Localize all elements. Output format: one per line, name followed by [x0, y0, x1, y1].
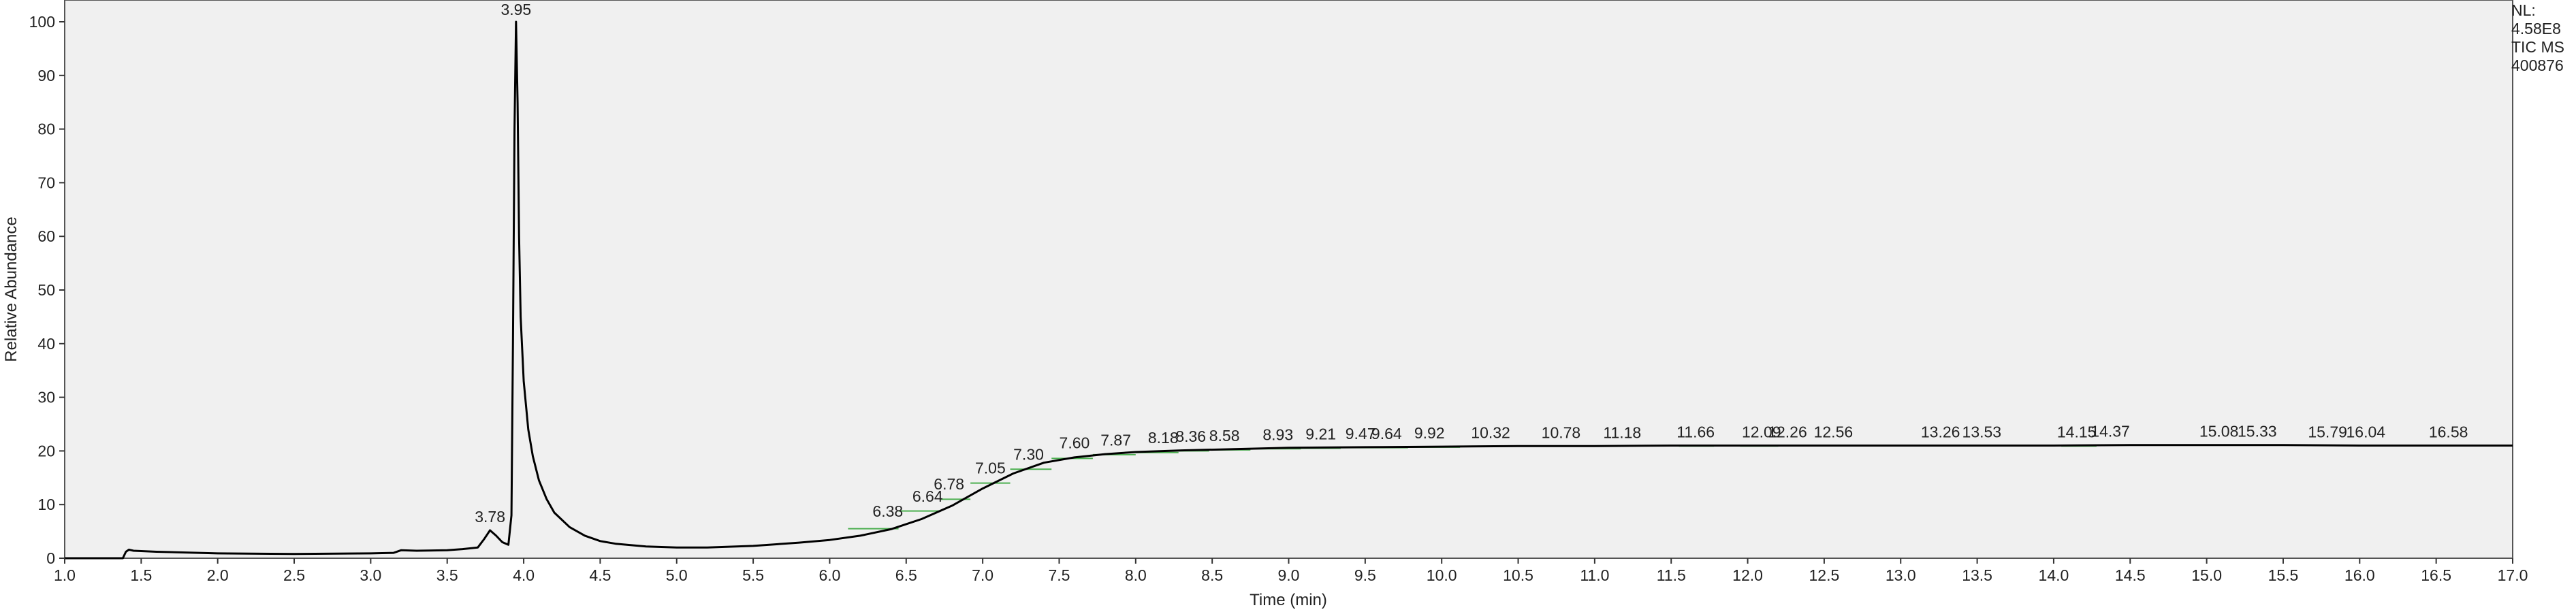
peak-label: 7.87: [1100, 431, 1131, 449]
y-tick-label: 50: [37, 281, 55, 299]
peak-label: 14.37: [2090, 423, 2130, 440]
peak-label: 16.04: [2347, 423, 2386, 441]
peak-label: 16.58: [2429, 423, 2468, 441]
peak-label: 6.64: [912, 487, 943, 505]
x-tick-label: 3.0: [360, 566, 381, 584]
peak-label: 7.60: [1060, 434, 1090, 451]
peak-label: 12.56: [1814, 423, 1854, 441]
peak-label: 8.93: [1262, 425, 1293, 443]
x-tick-label: 5.5: [742, 566, 764, 584]
x-axis-title: Time (min): [1250, 591, 1327, 609]
peak-label: 9.21: [1305, 425, 1336, 443]
x-tick-label: 6.5: [895, 566, 917, 584]
x-tick-label: 8.0: [1125, 566, 1147, 584]
peak-label: 8.58: [1209, 427, 1240, 445]
y-tick-label: 10: [37, 496, 55, 513]
x-tick-label: 14.0: [2039, 566, 2069, 584]
x-tick-label: 10.0: [1427, 566, 1457, 584]
file-id: 400876: [2511, 57, 2564, 74]
x-tick-label: 9.5: [1354, 566, 1376, 584]
x-tick-label: 5.0: [666, 566, 688, 584]
peak-label: 8.18: [1148, 429, 1179, 447]
x-tick-label: 6.0: [818, 566, 840, 584]
peak-label: 12.09: [1742, 423, 1781, 441]
x-tick-label: 1.0: [54, 566, 76, 584]
peak-label: 7.05: [975, 459, 1006, 477]
y-tick-label: 20: [37, 442, 55, 460]
peak-label: 3.95: [500, 1, 531, 18]
normalization-info: NL: 4.58E8 TIC MS 400876: [2511, 1, 2573, 75]
peak-label: 8.36: [1175, 428, 1206, 445]
tic-trace-line: [65, 20, 2513, 560]
peak-label: 15.33: [2238, 423, 2277, 440]
peak-label: 10.32: [1471, 423, 1510, 441]
y-tick-label: 40: [37, 335, 55, 353]
peak-label: 6.38: [872, 502, 903, 520]
peak-label: 12.26: [1768, 423, 1807, 441]
y-axis: 0 10 20 30 40 50 60 70 80 90 100: [29, 13, 65, 567]
x-tick-label: 3.5: [436, 566, 458, 584]
x-tick-label: 9.0: [1278, 566, 1300, 584]
nl-label: NL:: [2511, 1, 2536, 19]
peak-label: 11.18: [1603, 423, 1641, 441]
y-tick-label: 0: [46, 549, 55, 567]
peak-label: 3.78: [475, 508, 505, 526]
peak-label: 9.47: [1346, 425, 1376, 442]
x-axis: 1.0 1.5 2.0 2.5 3.0 3.5 4.0 4.5 5.0 5.5 6.0 6.5 7.0 7…: [54, 558, 2528, 584]
y-tick-label: 30: [37, 389, 55, 406]
x-tick-label: 7.5: [1048, 566, 1070, 584]
x-tick-label: 4.5: [589, 566, 611, 584]
x-tick-label: 14.5: [2115, 566, 2146, 584]
x-tick-label: 11.5: [1657, 566, 1686, 584]
y-axis-title: Relative Abundance: [2, 216, 20, 362]
peak-label: 7.30: [1013, 446, 1044, 464]
peak-label: 10.78: [1542, 423, 1581, 441]
x-tick-label: 12.0: [1732, 566, 1763, 584]
x-tick-label: 13.0: [1886, 566, 1916, 584]
peak-label: 15.08: [2199, 423, 2239, 440]
y-tick-label: 100: [29, 13, 55, 31]
x-tick-label: 16.5: [2421, 566, 2451, 584]
peak-label: 15.79: [2308, 423, 2347, 441]
x-tick-label: 11.0: [1580, 566, 1609, 584]
x-tick-label: 2.5: [283, 566, 305, 584]
x-tick-label: 15.5: [2268, 566, 2299, 584]
nl-value: 4.58E8: [2511, 20, 2561, 37]
y-tick-label: 70: [37, 174, 55, 191]
x-tick-label: 1.5: [130, 566, 152, 584]
peak-label: 13.53: [1962, 423, 2002, 441]
x-tick-label: 17.0: [2498, 566, 2528, 584]
x-tick-label: 15.0: [2191, 566, 2222, 584]
y-tick-label: 90: [37, 67, 55, 84]
x-tick-label: 12.5: [1809, 566, 1840, 584]
peak-label: 13.26: [1921, 423, 1960, 441]
peak-label: 9.92: [1414, 424, 1445, 442]
x-tick-label: 7.0: [972, 566, 993, 584]
x-tick-label: 2.0: [207, 566, 229, 584]
peak-label: 6.78: [934, 475, 964, 493]
x-tick-label: 8.5: [1201, 566, 1223, 584]
x-tick-label: 16.0: [2344, 566, 2375, 584]
y-tick-label: 60: [37, 227, 55, 245]
peak-label: 11.66: [1676, 423, 1715, 441]
plot-area: [64, 0, 2513, 559]
x-tick-label: 10.5: [1503, 566, 1533, 584]
trace-label: TIC MS: [2511, 38, 2564, 56]
peak-label: 14.15: [2057, 423, 2097, 441]
peak-label: 9.64: [1371, 425, 1402, 442]
x-tick-label: 4.0: [513, 566, 535, 584]
peak-labels: 3.78 3.95 6.38 6.646.78 7.05 7.30 7.60 7.87 8.18…: [475, 1, 2468, 526]
y-tick-label: 80: [37, 120, 55, 138]
x-tick-label: 13.5: [1962, 566, 1992, 584]
